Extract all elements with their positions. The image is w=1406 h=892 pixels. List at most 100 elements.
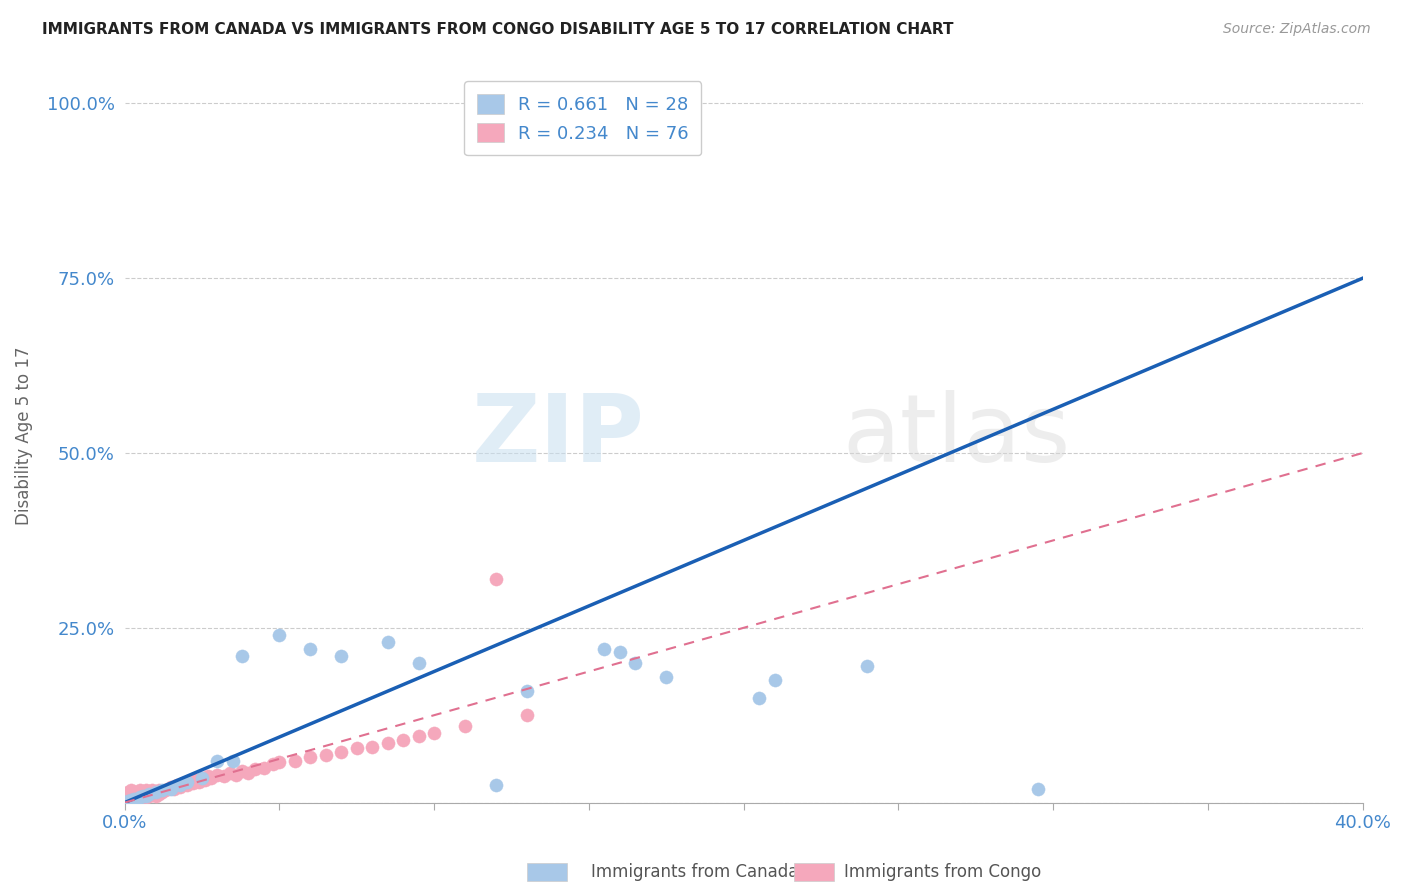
Point (169, 780, 191, 795)
Point (148, 787, 170, 801)
Point (129, 783, 152, 797)
Point (1026, 781, 1049, 796)
Point (120, 789, 142, 804)
Point (138, 789, 160, 803)
Point (120, 787, 142, 801)
Point (243, 762, 266, 776)
Point (132, 789, 155, 803)
Point (269, 755, 291, 769)
Point (120, 785, 142, 799)
Point (238, 766, 260, 780)
Point (135, 787, 157, 801)
Point (122, 785, 145, 799)
Point (129, 789, 152, 804)
Point (377, 635, 399, 649)
Point (176, 778, 198, 792)
Point (122, 792, 145, 806)
Point (141, 787, 163, 801)
Text: atlas: atlas (842, 390, 1071, 482)
Point (454, 719, 477, 733)
Point (253, 761, 276, 775)
Point (129, 789, 152, 803)
Point (117, 785, 139, 799)
Point (153, 783, 176, 797)
Point (212, 769, 235, 783)
Point (299, 750, 322, 764)
Point (222, 754, 245, 768)
Point (194, 773, 217, 788)
Point (191, 771, 214, 785)
Point (160, 780, 183, 795)
Point (129, 787, 152, 801)
Point (231, 764, 253, 779)
Point (135, 789, 157, 803)
Point (172, 776, 194, 790)
Text: ZIP: ZIP (471, 390, 644, 482)
Point (184, 773, 207, 788)
Point (218, 766, 240, 780)
Point (122, 789, 145, 804)
Point (129, 789, 152, 804)
Point (408, 729, 430, 743)
Point (125, 792, 148, 806)
Point (516, 683, 538, 698)
Text: IMMIGRANTS FROM CANADA VS IMMIGRANTS FROM CONGO DISABILITY AGE 5 TO 17 CORRELATI: IMMIGRANTS FROM CANADA VS IMMIGRANTS FRO… (42, 22, 953, 37)
Point (423, 725, 446, 739)
Point (262, 757, 284, 772)
Point (330, 648, 353, 663)
Point (141, 783, 163, 797)
Point (160, 781, 183, 796)
Point (748, 690, 770, 705)
Y-axis label: Disability Age 5 to 17: Disability Age 5 to 17 (15, 346, 32, 524)
Point (191, 771, 214, 785)
Point (138, 787, 160, 801)
Point (166, 778, 188, 792)
Point (408, 656, 430, 670)
Point (148, 783, 170, 797)
Point (135, 783, 157, 797)
Point (231, 648, 253, 663)
Point (120, 783, 142, 797)
Point (269, 628, 291, 642)
Point (187, 774, 209, 789)
Point (315, 747, 337, 762)
Point (150, 785, 173, 799)
Point (593, 641, 616, 656)
Point (138, 785, 160, 799)
Text: Source: ZipAtlas.com: Source: ZipAtlas.com (1223, 22, 1371, 37)
Point (117, 792, 139, 806)
Text: Immigrants from Congo: Immigrants from Congo (844, 863, 1040, 881)
Point (132, 785, 155, 799)
Point (125, 785, 148, 799)
Point (330, 745, 353, 759)
Point (122, 792, 145, 806)
Point (624, 656, 647, 670)
Point (145, 785, 167, 799)
Point (485, 572, 508, 586)
Point (516, 708, 538, 723)
Point (361, 739, 384, 754)
Point (156, 781, 179, 796)
Point (856, 659, 879, 673)
Point (135, 789, 157, 804)
Point (176, 774, 198, 789)
Point (197, 769, 219, 783)
Point (181, 776, 204, 790)
Point (117, 789, 139, 803)
Point (207, 754, 229, 768)
Point (150, 783, 173, 797)
Point (145, 789, 167, 803)
Legend: R = 0.661   N = 28, R = 0.234   N = 76: R = 0.661 N = 28, R = 0.234 N = 76 (464, 81, 702, 155)
Point (392, 732, 415, 747)
Point (169, 778, 191, 792)
Point (763, 673, 786, 688)
Point (163, 781, 186, 796)
Point (132, 789, 155, 804)
Point (120, 793, 142, 807)
Point (179, 774, 201, 789)
Point (485, 778, 508, 792)
Point (125, 789, 148, 803)
Point (145, 785, 167, 799)
Point (377, 736, 399, 750)
Point (120, 792, 142, 806)
